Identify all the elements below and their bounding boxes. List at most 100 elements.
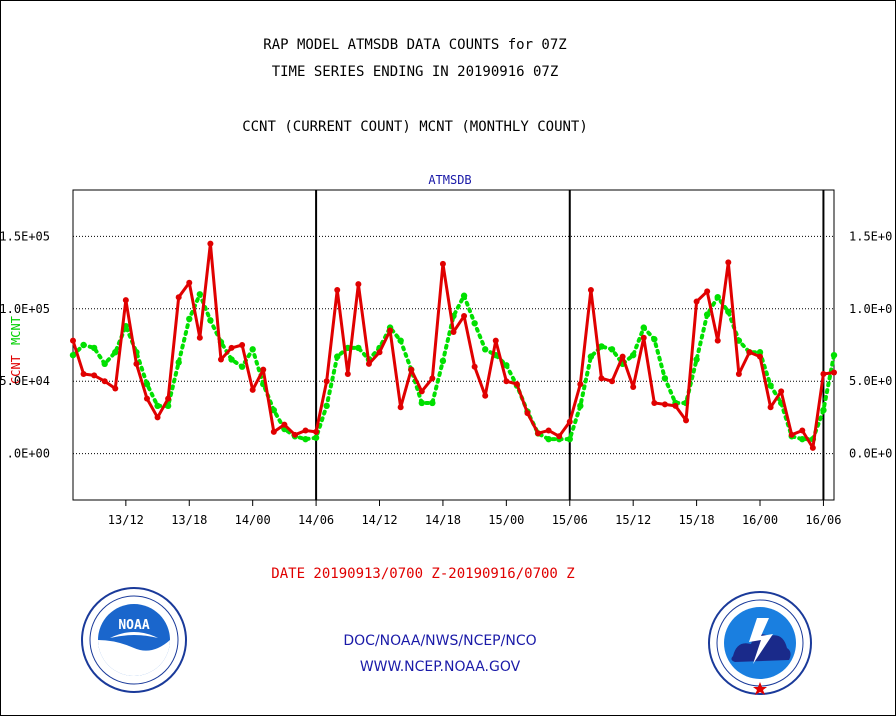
data-point-ccnt: [767, 404, 774, 411]
data-point-mcnt: [767, 382, 774, 389]
x-tick-label: 15/12: [615, 513, 651, 527]
data-point-ccnt: [757, 353, 764, 360]
x-tick-label: 15/06: [552, 513, 588, 527]
panel-label: ATMSDB: [428, 173, 471, 187]
chart-title: RAP MODEL ATMSDB DATA COUNTS for 07Z: [263, 37, 567, 53]
y-tick-label-right: 0.0E+0: [849, 447, 892, 461]
data-point-mcnt: [799, 435, 806, 443]
data-point-mcnt: [439, 357, 447, 365]
data-point-ccnt: [429, 375, 436, 382]
data-point-ccnt: [545, 427, 552, 434]
data-point-ccnt: [323, 378, 330, 385]
data-point-ccnt: [735, 370, 742, 377]
data-point-ccnt: [556, 433, 563, 440]
data-point-mcnt: [238, 363, 246, 370]
data-point-ccnt: [640, 334, 647, 341]
data-point-ccnt: [683, 417, 690, 424]
data-point-mcnt: [143, 380, 151, 388]
data-point-ccnt: [239, 342, 246, 348]
date-range: DATE 20190913/0700 Z-20190916/0700 Z: [271, 566, 575, 582]
x-tick-label: 15/00: [488, 513, 524, 527]
x-tick-label: 15/18: [679, 513, 715, 527]
data-point-ccnt: [778, 388, 785, 395]
data-point-mcnt: [756, 349, 764, 356]
data-point-ccnt: [788, 431, 795, 438]
data-point-ccnt: [291, 431, 298, 438]
data-point-mcnt: [830, 351, 838, 359]
data-point-mcnt: [693, 356, 700, 363]
data-point-mcnt: [598, 343, 605, 350]
data-point-ccnt: [355, 281, 362, 288]
data-point-mcnt: [323, 402, 330, 410]
data-point-ccnt: [503, 378, 510, 385]
data-point-ccnt: [217, 356, 224, 363]
data-point-ccnt: [387, 327, 394, 334]
data-point-ccnt: [587, 286, 594, 293]
data-point-mcnt: [460, 292, 468, 299]
data-point-mcnt: [312, 434, 320, 441]
x-tick-label: 13/18: [171, 513, 207, 527]
data-point-ccnt: [249, 386, 256, 393]
data-point-mcnt: [112, 349, 119, 356]
data-point-ccnt: [302, 427, 309, 434]
noaa-logo: NOAA: [81, 587, 187, 693]
data-point-ccnt: [619, 353, 626, 360]
credit-org: DOC/NOAA/NWS/NCEP/NCO: [343, 633, 537, 649]
data-point-mcnt: [608, 346, 616, 353]
y-tick-label-right: 5.0E+0: [849, 374, 892, 388]
data-point-mcnt: [302, 435, 309, 443]
data-point-mcnt: [175, 359, 182, 366]
data-point-mcnt: [566, 435, 573, 443]
data-point-ccnt: [70, 337, 76, 344]
x-tick-label: 16/06: [805, 513, 841, 527]
data-point-ccnt: [577, 381, 584, 388]
data-point-ccnt: [334, 286, 341, 293]
data-point-ccnt: [598, 375, 605, 382]
data-point-ccnt: [651, 399, 658, 406]
data-point-ccnt: [133, 360, 140, 367]
data-point-ccnt: [207, 240, 214, 247]
svg-text:NOAA: NOAA: [118, 618, 149, 633]
data-point-ccnt: [450, 328, 457, 335]
data-point-ccnt: [397, 404, 404, 411]
data-point-ccnt: [820, 370, 827, 377]
data-point-mcnt: [587, 353, 595, 360]
data-point-ccnt: [91, 372, 98, 379]
data-point-mcnt: [355, 344, 362, 352]
x-tick-label: 16/00: [742, 513, 778, 527]
data-point-mcnt: [577, 402, 584, 410]
data-point-ccnt: [408, 366, 415, 373]
y-tick-label-left: 1.0E+05: [0, 302, 50, 316]
data-point-mcnt: [80, 341, 87, 349]
data-point-mcnt: [228, 356, 235, 363]
data-point-ccnt: [376, 349, 383, 356]
data-point-mcnt: [270, 406, 278, 414]
data-point-ccnt: [175, 294, 182, 301]
data-point-ccnt: [799, 427, 806, 434]
data-point-mcnt: [101, 360, 108, 368]
data-point-ccnt: [281, 421, 288, 428]
data-point-mcnt: [503, 362, 510, 369]
data-point-ccnt: [672, 402, 679, 409]
data-point-ccnt: [165, 395, 172, 402]
data-point-ccnt: [746, 349, 753, 356]
x-tick-label: 14/00: [235, 513, 271, 527]
data-point-mcnt: [249, 346, 256, 353]
data-point-mcnt: [334, 353, 341, 360]
data-point-mcnt: [471, 320, 478, 327]
data-point-mcnt: [640, 324, 647, 331]
credit-url: WWW.NCEP.NOAA.GOV: [359, 659, 521, 675]
data-point-ccnt: [524, 410, 531, 417]
x-tick-label: 14/18: [425, 513, 461, 527]
data-point-ccnt: [260, 366, 267, 373]
data-point-ccnt: [609, 378, 616, 385]
data-point-ccnt: [714, 337, 721, 344]
data-point-ccnt: [461, 313, 468, 320]
data-point-ccnt: [228, 344, 235, 351]
series-line-ccnt: [71, 242, 835, 450]
data-point-ccnt: [661, 401, 668, 408]
data-point-mcnt: [196, 291, 204, 298]
data-point-mcnt: [69, 351, 77, 359]
data-point-ccnt: [186, 279, 193, 286]
